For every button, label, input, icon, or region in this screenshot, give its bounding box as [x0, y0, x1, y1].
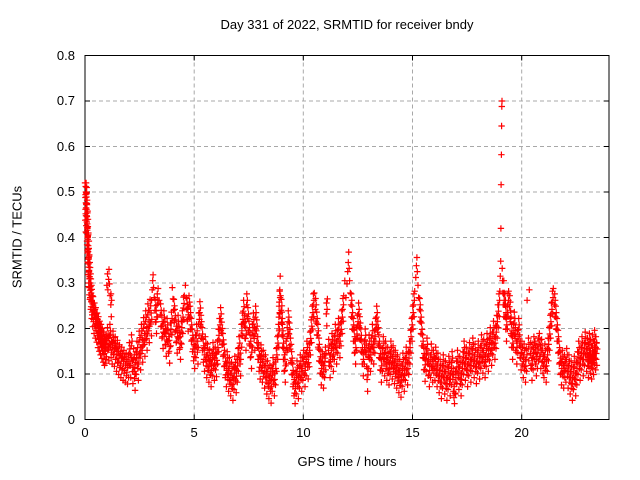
x-axis-title: GPS time / hours [297, 454, 397, 469]
y-tick-label: 0.1 [56, 366, 75, 381]
y-tick-label: 0 [67, 411, 75, 427]
x-tick-label: 20 [514, 424, 529, 440]
x-tick-label: 10 [296, 424, 311, 440]
y-tick-label: 0.7 [56, 93, 75, 108]
y-axis-title: SRMTID / TECUs [9, 185, 25, 289]
y-tick-label: 0.5 [56, 184, 75, 199]
x-tick-label: 5 [190, 424, 198, 440]
y-tick-label: 0.8 [56, 47, 75, 63]
y-tick-label: 0.2 [56, 320, 75, 336]
y-tick-label: 0.6 [56, 138, 75, 154]
y-tick-label: 0.4 [56, 229, 75, 245]
chart-title: Day 331 of 2022, SRMTID for receiver bnd… [220, 17, 474, 32]
x-tick-label: 0 [81, 424, 89, 440]
y-tick-label: 0.3 [56, 275, 75, 290]
x-tick-label: 15 [405, 424, 420, 440]
scatter-points [81, 97, 601, 407]
